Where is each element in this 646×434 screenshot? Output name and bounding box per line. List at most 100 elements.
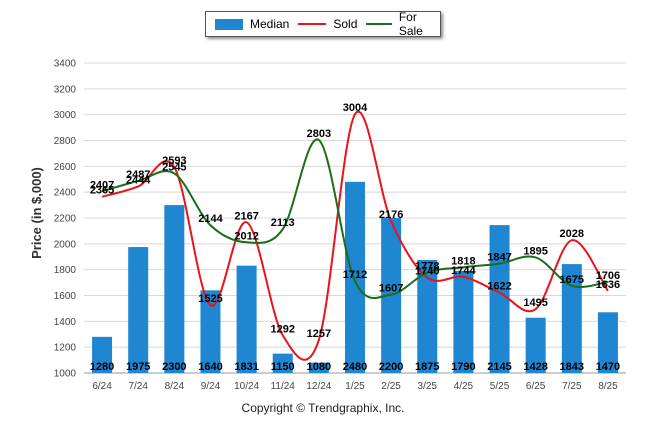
median-value-label: 1790 xyxy=(451,361,475,373)
median-bar xyxy=(272,353,293,373)
y-tick-label: 1600 xyxy=(54,291,77,302)
line-for-sale xyxy=(101,138,609,300)
y-tick-label: 1800 xyxy=(54,265,77,276)
sold-value-label: 2365 xyxy=(90,185,114,197)
median-bar xyxy=(200,290,221,373)
sold-value-label: 1740 xyxy=(415,265,439,277)
legend-label-sold: Sold xyxy=(333,17,358,31)
legend-label-median: Median xyxy=(250,17,290,31)
y-axis-ticks: 1000 1200 1400 1600 1800 2000 2200 2400 2600 2800… xyxy=(54,59,77,380)
x-tick-label: 11/24 xyxy=(271,381,296,392)
for-sale-value-label: 1607 xyxy=(379,283,403,295)
for-sale-value-label: 2113 xyxy=(271,217,295,229)
sold-value-label: 1744 xyxy=(451,265,476,277)
median-bar xyxy=(561,264,582,373)
x-tick-label: 6/24 xyxy=(92,381,112,392)
x-tick-label: 8/24 xyxy=(165,381,185,392)
for-sale-value-label: 1818 xyxy=(451,255,475,267)
legend-swatch-median xyxy=(215,18,243,30)
median-bar xyxy=(92,336,113,373)
for-sale-value-label: 1675 xyxy=(560,274,584,286)
median-value-label: 1875 xyxy=(415,361,439,373)
for-sale-value-label: 2012 xyxy=(234,230,258,242)
x-tick-label: 10/24 xyxy=(234,381,259,392)
x-tick-label: 5/25 xyxy=(490,381,510,392)
y-tick-label: 3400 xyxy=(54,59,77,70)
y-tick-label: 2200 xyxy=(54,214,77,225)
median-value-label: 1428 xyxy=(523,361,547,373)
median-bar xyxy=(489,225,510,373)
median-value-label: 2480 xyxy=(343,361,367,373)
legend-swatch-sold xyxy=(298,23,327,25)
y-tick-label: 1200 xyxy=(54,343,77,354)
median-value-label: 1843 xyxy=(560,361,584,373)
y-tick-label: 1400 xyxy=(54,317,77,328)
sold-value-label: 2028 xyxy=(560,228,584,240)
line-sold xyxy=(101,110,609,361)
x-tick-label: 8/25 xyxy=(598,381,618,392)
data-labels: 1280 1975 2300 1640 1831 1150 1080 2480 2200 1875… xyxy=(90,102,620,373)
sold-value-label: 1622 xyxy=(487,281,511,293)
trend-lines xyxy=(101,110,609,361)
x-tick-label: 7/25 xyxy=(562,381,582,392)
legend: Median Sold For Sale xyxy=(205,10,441,38)
median-value-label: 1080 xyxy=(307,361,331,373)
y-axis-label: Price (in $,000) xyxy=(29,167,44,259)
y-tick-label: 3200 xyxy=(54,84,77,95)
x-tick-label: 3/25 xyxy=(418,381,438,392)
y-tick-label: 1000 xyxy=(54,369,77,380)
median-bar xyxy=(453,270,474,373)
for-sale-value-label: 2487 xyxy=(126,169,150,181)
legend-item-median: Median xyxy=(215,17,289,31)
y-tick-label: 3000 xyxy=(54,110,77,121)
median-value-label: 2200 xyxy=(379,361,403,373)
x-tick-label: 1/25 xyxy=(345,381,365,392)
y-tick-label: 2400 xyxy=(54,188,77,199)
y-tick-label: 2600 xyxy=(54,162,77,173)
x-tick-label: 12/24 xyxy=(306,381,331,392)
median-bar xyxy=(597,312,618,373)
x-tick-label: 7/24 xyxy=(128,381,148,392)
median-value-label: 1831 xyxy=(234,361,258,373)
sold-value-label: 2167 xyxy=(234,210,258,222)
y-tick-label: 2000 xyxy=(54,239,77,250)
median-value-label: 2300 xyxy=(162,361,186,373)
median-bar xyxy=(417,259,438,373)
median-bar xyxy=(308,362,329,373)
x-tick-label: 4/25 xyxy=(454,381,474,392)
for-sale-value-label: 2407 xyxy=(90,179,114,191)
legend-swatch-for-sale xyxy=(366,23,392,25)
sold-value-label: 2444 xyxy=(126,174,151,186)
legend-label-for-sale: For Sale xyxy=(398,10,423,38)
x-axis-ticks: 6/24 7/24 8/24 9/24 10/24 11/24 12/24 1/25 2/25 3… xyxy=(92,381,618,392)
for-sale-value-label: 1706 xyxy=(596,270,620,282)
median-bar xyxy=(164,205,185,373)
x-tick-label: 9/24 xyxy=(201,381,221,392)
median-value-label: 1150 xyxy=(271,361,295,373)
for-sale-value-label: 2545 xyxy=(162,161,186,173)
legend-item-for-sale: For Sale xyxy=(366,10,440,38)
for-sale-value-label: 1712 xyxy=(343,269,367,281)
legend-item-sold: Sold xyxy=(298,17,357,31)
median-value-label: 1975 xyxy=(126,361,150,373)
sold-value-label: 1257 xyxy=(307,328,331,340)
median-bar xyxy=(128,247,149,373)
for-sale-value-label: 2144 xyxy=(198,213,223,225)
y-tick-label: 2800 xyxy=(54,136,77,147)
median-bar xyxy=(525,317,546,373)
x-tick-label: 6/25 xyxy=(526,381,546,392)
sold-value-label: 1525 xyxy=(198,293,222,305)
for-sale-value-label: 1895 xyxy=(523,245,547,257)
sold-value-label: 1495 xyxy=(523,297,547,309)
sold-value-label: 2593 xyxy=(162,155,186,167)
median-value-label: 1280 xyxy=(90,361,114,373)
median-bar xyxy=(345,181,365,373)
copyright-text: Copyright © Trendgraphix, Inc. xyxy=(241,401,405,415)
for-sale-value-label: 2803 xyxy=(307,128,331,140)
median-value-label: 2145 xyxy=(487,361,511,373)
median-bar xyxy=(236,265,257,373)
sold-value-label: 2176 xyxy=(379,209,403,221)
for-sale-value-label: 1847 xyxy=(487,252,511,264)
x-tick-label: 2/25 xyxy=(381,381,401,392)
